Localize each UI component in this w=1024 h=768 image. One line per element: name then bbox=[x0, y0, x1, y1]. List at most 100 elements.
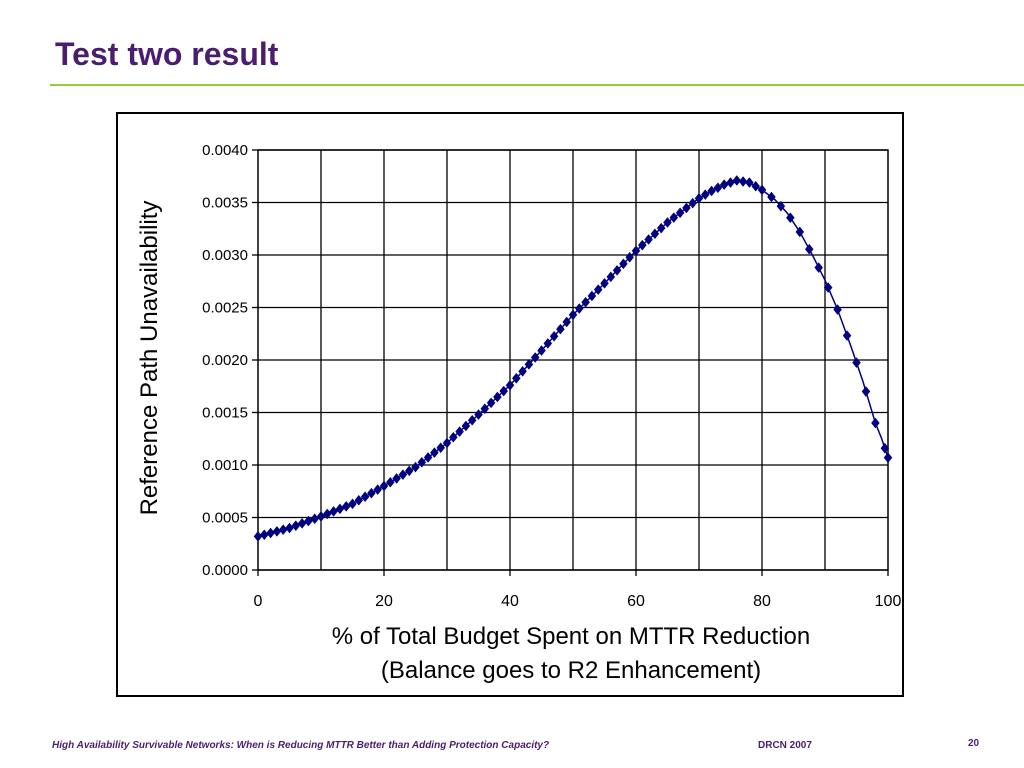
title-divider bbox=[50, 84, 1024, 86]
data-point-marker bbox=[700, 189, 710, 201]
data-point-marker bbox=[726, 177, 735, 188]
data-point-marker bbox=[543, 338, 553, 349]
y-tick-label: 0.0015 bbox=[202, 405, 248, 422]
y-axis-ticks: 0.0000 0.0005 0.0010 0.0015 0.0020 0.0025 0.00… bbox=[202, 142, 258, 579]
data-point-marker bbox=[297, 517, 307, 529]
data-point-marker bbox=[814, 262, 824, 274]
data-point-marker bbox=[530, 352, 540, 363]
series-markers bbox=[253, 175, 893, 542]
data-point-marker bbox=[417, 456, 427, 468]
data-point-marker bbox=[883, 452, 893, 464]
data-point-marker bbox=[436, 442, 446, 454]
data-point-marker bbox=[442, 437, 452, 449]
data-point-marker bbox=[480, 403, 490, 415]
data-point-marker bbox=[505, 379, 515, 391]
y-axis-label: Reference Path Unavailability bbox=[136, 201, 163, 516]
data-point-marker bbox=[732, 175, 742, 186]
data-point-marker bbox=[467, 414, 477, 426]
data-point-marker bbox=[360, 491, 370, 503]
x-tick-label: 60 bbox=[627, 593, 645, 610]
data-point-marker bbox=[738, 176, 748, 187]
data-point-marker bbox=[499, 385, 509, 397]
data-point-marker bbox=[682, 202, 691, 214]
data-point-marker bbox=[871, 417, 880, 429]
data-point-marker bbox=[574, 303, 584, 314]
y-tick-label: 0.0025 bbox=[202, 300, 248, 317]
data-point-marker bbox=[669, 212, 679, 224]
x-tick-label: 100 bbox=[875, 593, 902, 610]
data-point-marker bbox=[486, 397, 496, 409]
data-point-marker bbox=[455, 426, 464, 438]
y-tick-label: 0.0005 bbox=[202, 510, 248, 527]
data-point-marker bbox=[291, 520, 301, 532]
y-tick-label: 0.0010 bbox=[202, 457, 248, 474]
data-point-marker bbox=[448, 431, 458, 443]
x-tick-label: 40 bbox=[501, 593, 519, 610]
data-point-marker bbox=[253, 530, 263, 542]
data-point-marker bbox=[644, 234, 653, 245]
x-axis-ticks: 0 20 40 60 80 100 bbox=[254, 570, 902, 610]
data-point-marker bbox=[842, 330, 852, 341]
data-point-marker bbox=[675, 207, 685, 219]
data-point-marker bbox=[430, 447, 439, 459]
data-point-marker bbox=[823, 282, 833, 293]
data-point-marker bbox=[612, 264, 622, 276]
y-tick-label: 0.0030 bbox=[202, 247, 248, 264]
data-point-marker bbox=[637, 239, 647, 251]
data-point-marker bbox=[795, 226, 805, 238]
data-point-marker bbox=[518, 365, 527, 377]
data-point-marker bbox=[663, 217, 672, 228]
data-point-marker bbox=[707, 185, 716, 197]
data-point-marker bbox=[461, 420, 471, 432]
data-point-marker bbox=[852, 357, 861, 369]
data-point-marker bbox=[398, 469, 408, 481]
y-tick-label: 0.0000 bbox=[202, 562, 248, 579]
data-point-marker bbox=[537, 345, 546, 356]
data-point-marker bbox=[474, 409, 483, 421]
data-point-marker bbox=[757, 184, 767, 196]
data-point-marker bbox=[423, 452, 433, 463]
data-point-marker bbox=[745, 177, 754, 188]
data-point-marker bbox=[310, 513, 320, 525]
x-tick-label: 80 bbox=[753, 593, 771, 610]
data-point-marker bbox=[804, 243, 814, 255]
page-number: 20 bbox=[968, 738, 980, 749]
data-point-marker bbox=[650, 228, 660, 240]
data-point-marker bbox=[631, 245, 641, 257]
data-point-marker bbox=[713, 182, 723, 194]
data-point-marker bbox=[385, 476, 395, 488]
data-point-marker bbox=[411, 461, 420, 473]
data-point-marker bbox=[493, 391, 502, 403]
x-tick-label: 20 bbox=[375, 593, 393, 610]
data-point-marker bbox=[581, 296, 590, 308]
data-point-marker bbox=[562, 316, 572, 328]
data-point-marker bbox=[694, 192, 704, 204]
data-point-marker bbox=[776, 200, 786, 212]
data-point-marker bbox=[606, 271, 616, 283]
data-point-marker bbox=[524, 359, 534, 370]
y-tick-label: 0.0020 bbox=[202, 352, 248, 369]
data-point-marker bbox=[625, 251, 635, 263]
data-point-marker bbox=[367, 487, 376, 499]
data-point-marker bbox=[593, 284, 603, 296]
y-tick-label: 0.0035 bbox=[202, 195, 248, 212]
x-axis-label: % of Total Budget Spent on MTTR Reductio… bbox=[332, 623, 811, 650]
data-point-marker bbox=[392, 473, 401, 484]
data-point-marker bbox=[751, 180, 761, 192]
data-point-marker bbox=[511, 372, 521, 384]
data-point-marker bbox=[833, 304, 842, 316]
data-point-marker bbox=[656, 222, 666, 234]
data-point-marker bbox=[861, 386, 871, 397]
y-tick-label: 0.0040 bbox=[202, 142, 248, 159]
data-point-marker bbox=[266, 527, 275, 539]
data-point-marker bbox=[880, 442, 890, 454]
x-axis-label-line2: (Balance goes to R2 Enhancement) bbox=[381, 657, 761, 684]
x-tick-label: 0 bbox=[254, 593, 263, 610]
data-point-marker bbox=[285, 522, 294, 534]
data-point-marker bbox=[379, 480, 389, 492]
data-point-marker bbox=[587, 290, 597, 302]
data-point-marker bbox=[556, 323, 565, 335]
data-point-marker bbox=[272, 525, 282, 537]
data-point-marker bbox=[278, 524, 288, 536]
data-point-marker bbox=[568, 309, 578, 321]
